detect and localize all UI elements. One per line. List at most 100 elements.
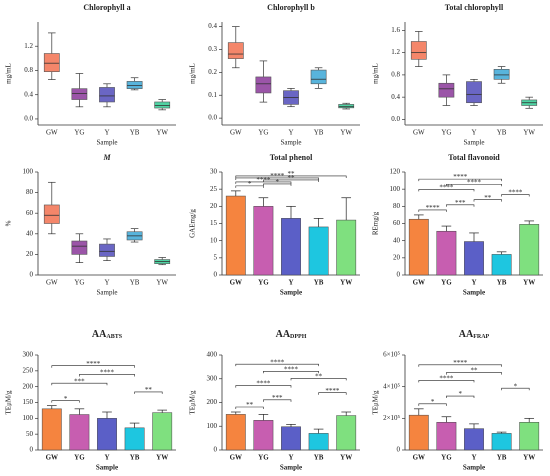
bar	[436, 230, 457, 276]
bar	[253, 206, 274, 276]
significance-bracket	[51, 400, 80, 403]
x-tick-label: GW	[230, 454, 242, 462]
box	[310, 69, 327, 85]
significance-bracket	[418, 364, 502, 367]
x-tick-label: GW	[46, 129, 58, 137]
x-tick-label: YW	[340, 279, 352, 287]
x-tick-label: YW	[340, 129, 352, 137]
significance-bracket	[446, 372, 502, 375]
x-tick-label: YW	[156, 454, 168, 462]
y-tick-label: 20	[210, 202, 218, 210]
significance-bracket	[79, 374, 135, 377]
x-tick-label: Y	[104, 279, 109, 287]
significance-label: ****	[426, 204, 441, 212]
y-tick-label: 2×10⁵	[383, 414, 400, 422]
box	[154, 101, 171, 109]
x-tick-label: YW	[156, 279, 168, 287]
x-tick-label: Y	[104, 454, 109, 462]
significance-label: *	[431, 398, 435, 406]
bar	[97, 418, 117, 451]
x-tick-label: YW	[523, 454, 535, 462]
chart-title: Chlorophyll a	[83, 3, 130, 12]
significance-label: ****	[325, 387, 340, 395]
y-tick-label: 400	[207, 351, 218, 359]
significance-label: *	[514, 382, 518, 390]
chart-title-main: Chlorophyll a	[83, 3, 130, 12]
y-tick-label: 0	[214, 271, 218, 279]
x-tick-label: Y	[288, 454, 293, 462]
x-tick-label: GW	[46, 454, 58, 462]
y-tick-label: 0	[30, 271, 34, 279]
x-tick-label: YB	[497, 279, 507, 287]
significance-label: ****	[284, 365, 299, 373]
box	[43, 204, 60, 224]
significance-bracket	[501, 194, 530, 197]
box	[493, 69, 510, 80]
x-tick-label: YB	[314, 454, 324, 462]
x-axis-label: Sample	[97, 139, 118, 147]
significance-bracket	[473, 199, 502, 202]
chart-title: Chlorophyll b	[267, 3, 315, 12]
significance-bracket	[446, 183, 502, 187]
bar	[408, 414, 429, 451]
bar	[519, 422, 540, 451]
y-tick-label: 0	[397, 271, 401, 279]
bar	[308, 226, 329, 276]
box	[43, 53, 60, 72]
significance-label: ***	[272, 394, 283, 402]
x-tick-label: YW	[523, 129, 535, 137]
significance-bracket	[263, 179, 319, 182]
y-tick-label: 120	[390, 168, 401, 176]
x-tick-label: YB	[497, 454, 507, 462]
x-tick-label: YG	[74, 279, 84, 287]
significance-label: ****	[100, 369, 115, 377]
significance-bracket	[290, 378, 347, 381]
bar	[281, 218, 301, 276]
bar	[225, 195, 246, 276]
significance-label: **	[471, 367, 479, 375]
bar	[408, 218, 429, 276]
significance-bracket	[51, 365, 135, 368]
significance-bracket	[235, 363, 319, 367]
bar	[124, 427, 145, 451]
y-tick-label: 6×10⁵	[383, 351, 400, 359]
x-tick-label: YG	[258, 454, 269, 462]
y-axis-label: GAEmg/g	[189, 209, 197, 238]
chart-title-main: Chlorophyll b	[267, 3, 315, 12]
chart-title-main: M	[102, 153, 111, 162]
chart-title-sub: DPPH	[290, 334, 307, 340]
y-tick-label: 20	[26, 250, 34, 258]
significance-label: **	[246, 401, 254, 409]
chart-title-sub: ABTS	[106, 334, 122, 340]
significance-bracket	[446, 204, 475, 207]
significance-label: *	[458, 390, 462, 398]
significance-label: **	[145, 386, 153, 394]
significance-label: **	[288, 170, 296, 178]
significance-label: *	[248, 180, 252, 188]
y-tick-label: 0.1	[208, 91, 217, 99]
significance-bracket	[235, 406, 264, 409]
x-tick-label: Y	[471, 129, 476, 137]
y-tick-label: 5	[214, 253, 218, 261]
bar	[436, 422, 457, 451]
significance-label: **	[484, 194, 492, 202]
x-tick-label: YG	[441, 279, 452, 287]
bar	[225, 414, 246, 451]
box	[438, 82, 455, 98]
x-tick-label: YG	[441, 454, 452, 462]
y-tick-label: 0.3	[208, 45, 217, 53]
y-tick-label: 0	[397, 446, 401, 454]
significance-label: ***	[455, 199, 466, 207]
significance-bracket	[263, 399, 292, 402]
x-axis-label: Sample	[96, 464, 118, 472]
x-tick-label: Y	[471, 454, 476, 462]
box	[126, 81, 143, 89]
x-tick-label: YG	[74, 129, 84, 137]
chart-title: AAABTS	[92, 329, 123, 340]
x-tick-label: YB	[130, 279, 140, 287]
significance-label: ****	[86, 360, 101, 368]
x-tick-label: YW	[523, 279, 535, 287]
chart-title: Total flavonoid	[448, 153, 500, 162]
significance-bracket	[446, 395, 475, 399]
y-tick-label: 0.8	[24, 66, 33, 74]
